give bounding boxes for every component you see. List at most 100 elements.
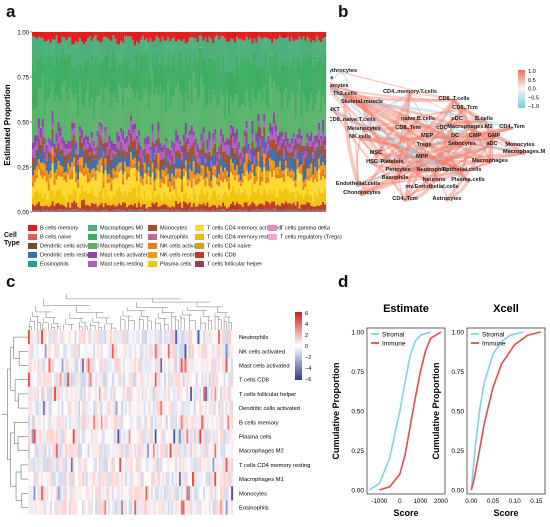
bar-segment: [75, 209, 78, 212]
heatmap-cell: [229, 486, 232, 501]
bar-segment: [104, 55, 107, 89]
bar-segment: [79, 81, 82, 127]
heatmap-cell: [87, 344, 90, 359]
bar-segment: [73, 122, 76, 129]
bar-segment: [259, 37, 262, 68]
network-edge: [404, 119, 485, 201]
heatmap-cell: [123, 472, 126, 487]
x-tick-label: 0.00: [465, 498, 478, 505]
bar-segment: [118, 156, 121, 164]
heatmap-cell: [78, 443, 81, 458]
bar-segment: [57, 66, 60, 100]
heatmap-cell: [132, 429, 135, 444]
heatmap-cell: [208, 443, 211, 458]
bar-segment: [157, 122, 160, 132]
heatmap-cell: [193, 330, 196, 345]
bar-segment: [298, 128, 301, 139]
heatmap-cell: [203, 386, 206, 402]
bar-segment: [175, 158, 178, 169]
panel-b-colorbar: [518, 70, 525, 108]
heatmap-cell: [137, 344, 140, 359]
heatmap-cell: [70, 429, 73, 444]
heatmap-cell: [123, 401, 126, 416]
heatmap-cell: [164, 472, 167, 487]
bar-segment: [131, 140, 135, 152]
heatmap-cell: [141, 330, 144, 345]
heatmap-cell: [184, 457, 187, 473]
heatmap-cell: [197, 401, 200, 416]
network-node-label: Astrocytes: [433, 196, 462, 202]
bar-segment: [216, 56, 219, 107]
bar-segment: [32, 32, 35, 37]
bar-segment: [316, 209, 319, 212]
bar-segment: [139, 39, 142, 52]
heatmap-cell: [70, 372, 73, 387]
bar-segment: [292, 202, 295, 211]
heatmap-cell: [41, 372, 44, 387]
heatmap-cell: [218, 429, 221, 444]
bar-segment: [320, 204, 323, 211]
network-edge: [432, 135, 457, 183]
bar-segment: [273, 124, 276, 140]
heatmap-cell: [95, 372, 98, 387]
bar-segment: [277, 197, 280, 205]
heatmap-cell: [69, 330, 71, 345]
bar-segment: [51, 138, 54, 148]
heatmap-cell: [195, 472, 198, 487]
bar-segment: [255, 166, 258, 174]
bar-segment: [53, 100, 56, 144]
heatmap-cell: [208, 486, 211, 501]
bar-segment: [82, 138, 86, 146]
bar-segment: [159, 205, 162, 210]
heatmap-cell: [147, 457, 150, 473]
bar-segment: [126, 210, 129, 212]
heatmap-cell: [145, 401, 148, 416]
heatmap-cell: [63, 429, 66, 444]
heatmap-cell: [139, 386, 142, 402]
bar-segment: [255, 206, 258, 210]
bar-segment: [175, 173, 178, 180]
bar-segment: [218, 39, 221, 54]
heatmap-cell: [160, 443, 163, 458]
bar-segment: [179, 92, 182, 142]
bar-segment: [169, 65, 172, 110]
heatmap-cell: [82, 443, 85, 458]
heatmap-cell: [104, 443, 107, 458]
heatmap-cell: [35, 330, 38, 345]
bar-segment: [216, 171, 219, 179]
bar-segment: [126, 173, 129, 180]
bar-segment: [233, 73, 236, 95]
heatmap-cell: [91, 401, 94, 416]
heatmap-cell: [110, 330, 112, 345]
bar-segment: [192, 131, 195, 137]
heatmap-cell: [160, 500, 163, 515]
network-edge: [445, 179, 470, 202]
bar-segment: [220, 90, 223, 129]
bar-segment: [116, 44, 119, 69]
heatmap-cell: [31, 415, 34, 430]
legend-item: NK cells activated: [148, 243, 204, 249]
bar-segment: [312, 206, 315, 210]
bar-segment: [184, 152, 187, 161]
bar-segment: [259, 91, 262, 128]
bar-segment: [243, 130, 246, 136]
bar-segment: [322, 176, 325, 194]
network-edge: [374, 151, 526, 160]
heatmap-cell: [67, 415, 70, 430]
heatmap-cell: [205, 486, 208, 501]
bar-segment: [110, 32, 113, 42]
heatmap-cell: [124, 344, 127, 359]
bar-segment: [86, 81, 89, 137]
heatmap-cell: [46, 386, 49, 402]
bar-segment: [206, 65, 209, 105]
network-edge: [404, 128, 443, 201]
bar-segment: [122, 202, 125, 211]
network-edge: [394, 119, 485, 180]
bar-segment: [84, 32, 88, 42]
heatmap-cell: [134, 401, 137, 416]
bar-segment: [94, 102, 97, 148]
bar-segment: [75, 155, 78, 163]
heatmap-row-label: Plasma cells: [239, 435, 272, 441]
heatmap-cell: [70, 344, 73, 359]
bar-segment: [108, 135, 111, 143]
